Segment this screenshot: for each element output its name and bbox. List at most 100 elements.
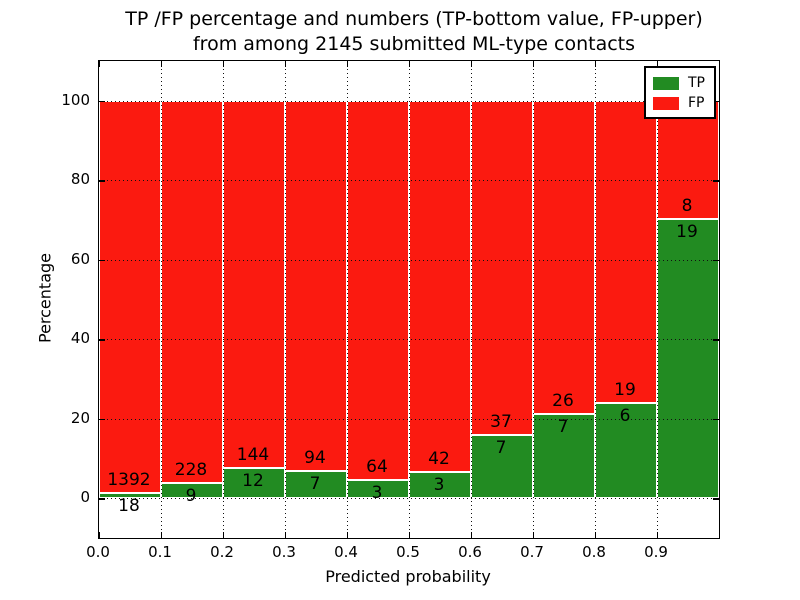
x-tick-mark-top <box>99 61 101 67</box>
fp-count-label: 8 <box>681 195 693 216</box>
fp-count-label: 94 <box>304 447 326 468</box>
y-tick-label: 20 <box>70 408 90 427</box>
legend: TP FP <box>644 66 716 119</box>
x-tick-mark <box>347 532 349 538</box>
y-tick-mark <box>99 180 105 182</box>
fp-count-label: 42 <box>428 448 450 469</box>
x-tick-mark-top <box>223 61 225 67</box>
chart-title: TP /FP percentage and numbers (TP-bottom… <box>98 7 730 57</box>
x-tick-mark <box>285 532 287 538</box>
x-tick-mark-top <box>595 61 597 67</box>
chart-title-line1: TP /FP percentage and numbers (TP-bottom… <box>125 8 703 30</box>
fp-count-label: 1392 <box>107 470 151 491</box>
x-tick-label: 0.8 <box>582 543 606 561</box>
fp-bar-segment <box>533 100 595 414</box>
fp-count-label: 26 <box>552 390 574 411</box>
x-tick-mark-top <box>657 61 659 67</box>
y-tick-mark-right <box>713 339 719 341</box>
vertical-gridline <box>657 61 658 538</box>
tp-bar-segment <box>657 218 719 499</box>
fp-bar-segment <box>595 100 657 403</box>
legend-entry-tp: TP <box>653 73 714 93</box>
x-tick-mark <box>533 532 535 538</box>
tp-count-label: 7 <box>557 416 569 437</box>
x-tick-mark-top <box>471 61 473 67</box>
tp-count-label: 6 <box>619 405 631 426</box>
x-tick-mark <box>657 532 659 538</box>
legend-label-fp: FP <box>688 95 705 111</box>
legend-label-tp: TP <box>688 75 705 91</box>
x-tick-label: 0.0 <box>86 543 110 561</box>
x-tick-label: 0.7 <box>520 543 544 561</box>
tp-bar-segment <box>99 493 161 499</box>
tp-color-swatch <box>653 76 679 90</box>
plot-area <box>98 60 720 539</box>
tp-bar-segment <box>533 413 595 499</box>
fp-bar-segment <box>99 100 161 494</box>
tp-count-label: 19 <box>676 221 698 242</box>
vertical-gridline <box>347 61 348 538</box>
y-tick-mark <box>99 259 105 262</box>
x-tick-mark-top <box>533 61 535 67</box>
y-tick-label: 100 <box>61 90 90 109</box>
x-tick-label: 0.2 <box>210 543 234 561</box>
x-tick-mark-top <box>285 61 287 67</box>
x-tick-mark <box>223 532 225 538</box>
y-tick-mark <box>99 418 105 421</box>
legend-entry-fp: FP <box>653 93 714 113</box>
fp-bar-segment <box>347 100 409 481</box>
tp-count-label: 3 <box>371 483 383 504</box>
y-tick-mark <box>99 498 105 500</box>
y-tick-mark <box>99 100 105 103</box>
fp-bar-segment <box>285 100 347 471</box>
x-tick-label: 0.5 <box>396 543 420 561</box>
tp-count-label: 7 <box>309 473 321 494</box>
tp-bar-segment <box>409 471 471 499</box>
fp-bar-segment <box>471 100 533 435</box>
x-tick-mark <box>161 532 163 538</box>
y-tick-mark-right <box>713 100 719 103</box>
y-tick-mark-right <box>713 498 719 500</box>
y-tick-label: 0 <box>80 488 90 507</box>
x-tick-label: 0.6 <box>458 543 482 561</box>
x-tick-label: 0.9 <box>644 543 668 561</box>
x-axis-label: Predicted probability <box>325 567 491 586</box>
vertical-gridline <box>595 61 596 538</box>
fp-bar-segment <box>223 100 285 468</box>
y-tick-mark <box>99 339 105 341</box>
y-tick-label: 80 <box>70 170 90 189</box>
tp-count-label: 9 <box>185 486 197 507</box>
x-tick-label: 0.4 <box>334 543 358 561</box>
vertical-gridline <box>223 61 224 538</box>
x-tick-mark-top <box>347 61 349 67</box>
y-tick-mark-right <box>713 418 719 421</box>
x-tick-mark-top <box>161 61 163 67</box>
vertical-gridline <box>533 61 534 538</box>
tp-count-label: 3 <box>433 474 445 495</box>
x-tick-mark-top <box>409 61 411 67</box>
y-tick-mark-right <box>713 259 719 262</box>
tp-count-label: 7 <box>495 438 507 458</box>
vertical-gridline <box>161 61 162 538</box>
x-tick-mark <box>471 532 473 538</box>
x-tick-label: 0.1 <box>148 543 172 561</box>
fp-count-label: 228 <box>174 460 208 481</box>
fp-color-swatch <box>653 96 679 110</box>
x-tick-label: 0.3 <box>272 543 296 561</box>
fp-count-label: 37 <box>490 412 512 432</box>
y-tick-mark-right <box>713 180 719 182</box>
fp-bar-segment <box>657 100 719 219</box>
fp-count-label: 64 <box>366 457 388 478</box>
fp-count-label: 144 <box>236 444 270 465</box>
fp-bar-segment <box>161 100 223 484</box>
chart-title-line2: from among 2145 submitted ML-type contac… <box>192 33 636 55</box>
x-tick-mark <box>409 532 411 538</box>
tp-bar-segment <box>471 435 533 499</box>
vertical-gridline <box>409 61 410 538</box>
tp-count-label: 12 <box>242 470 264 491</box>
vertical-gridline <box>471 61 472 538</box>
tp-count-label: 18 <box>118 496 140 517</box>
x-tick-mark <box>99 532 101 538</box>
y-tick-label: 60 <box>70 249 90 268</box>
